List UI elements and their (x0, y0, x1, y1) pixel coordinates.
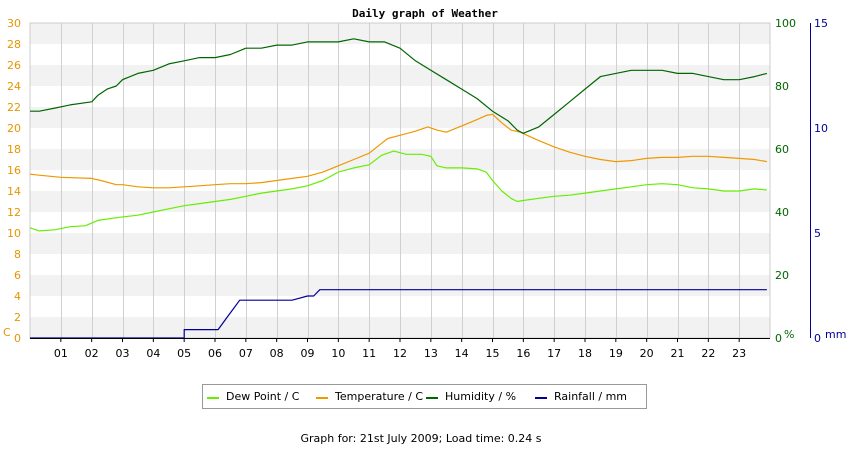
y-tick-label: 22 (7, 101, 21, 114)
y-tick-label: 0 (775, 332, 782, 345)
y-tick-label: 16 (7, 164, 21, 177)
y-tick-label: 18 (7, 143, 21, 156)
legend-label: Humidity / % (445, 390, 516, 403)
x-tick-label: 23 (732, 347, 746, 360)
footer-text: Graph for: 21st July 2009; Load time: 0.… (300, 432, 541, 445)
x-tick-label: 06 (208, 347, 222, 360)
y-tick-label: 12 (7, 206, 21, 219)
y-tick-label: 15 (814, 17, 828, 30)
y-tick-label: 80 (775, 80, 789, 93)
y-unit-label: % (784, 328, 794, 341)
y-unit-label: C (3, 326, 11, 339)
legend-label: Dew Point / C (226, 390, 300, 403)
y-tick-label: 30 (7, 17, 21, 30)
y-tick-label: 20 (7, 122, 21, 135)
x-axis: 01 02 03 04 05 06 07 08 09 10 11 12 13 14 15 16 17 18 19 20… (30, 338, 770, 360)
x-tick-label: 22 (701, 347, 715, 360)
x-tick-label: 09 (301, 347, 315, 360)
x-tick-label: 19 (609, 347, 623, 360)
series-line-temperature (29, 113, 768, 189)
x-tick-label: 12 (393, 347, 407, 360)
series-line-dew-point (29, 150, 767, 232)
y-tick-label: 6 (14, 269, 21, 282)
y-tick-label: 10 (814, 122, 828, 135)
legend-box (202, 384, 647, 409)
x-tick-label: 17 (547, 347, 561, 360)
x-tick-label: 14 (455, 347, 469, 360)
x-tick-label: 15 (486, 347, 500, 360)
chart-title: Daily graph of Weather (352, 7, 498, 20)
y-tick-label: 26 (7, 59, 21, 72)
axis-right-rainfall: 0 5 10 15 mm (810, 17, 846, 345)
x-tick-label: 11 (362, 347, 376, 360)
x-tick-label: 05 (177, 347, 191, 360)
y-tick-label: 2 (14, 311, 21, 324)
y-tick-label: 28 (7, 38, 21, 51)
vertical-gridlines (61, 23, 740, 338)
x-tick-label: 07 (239, 347, 253, 360)
series-line-rainfall (30, 289, 767, 339)
x-tick-label: 10 (331, 347, 345, 360)
series-line-humidity (30, 38, 768, 134)
y-tick-label: 10 (7, 227, 21, 240)
x-tick-label: 21 (671, 347, 685, 360)
x-tick-label: 18 (578, 347, 592, 360)
y-tick-label: 60 (775, 143, 789, 156)
y-tick-label: 0 (14, 332, 21, 345)
y-tick-label: 8 (14, 248, 21, 261)
x-tick-label: 04 (146, 347, 160, 360)
y-tick-label: 4 (14, 290, 21, 303)
y-tick-label: 14 (7, 185, 21, 198)
y-tick-label: 0 (814, 332, 821, 345)
x-tick-label: 02 (85, 347, 99, 360)
x-tick-label: 03 (116, 347, 130, 360)
y-tick-label: 20 (775, 269, 789, 282)
y-tick-label: 5 (814, 227, 821, 240)
legend-label: Temperature / C (334, 390, 423, 403)
y-tick-label: 40 (775, 206, 789, 219)
axis-right-humidity: 0 20 40 60 80 100% (775, 17, 796, 345)
x-tick-label: 13 (424, 347, 438, 360)
y-tick-label: 100 (775, 17, 796, 30)
series-layer (29, 38, 768, 339)
y-unit-label: mm (825, 328, 846, 341)
x-tick-label: 01 (54, 347, 68, 360)
x-tick-label: 08 (270, 347, 284, 360)
legend-label: Rainfall / mm (554, 390, 627, 403)
legend: Dew Point / C Temperature / C Humidity / %… (202, 384, 647, 409)
y-tick-label: 24 (7, 80, 21, 93)
x-tick-label: 16 (516, 347, 530, 360)
x-tick-label: 20 (640, 347, 654, 360)
